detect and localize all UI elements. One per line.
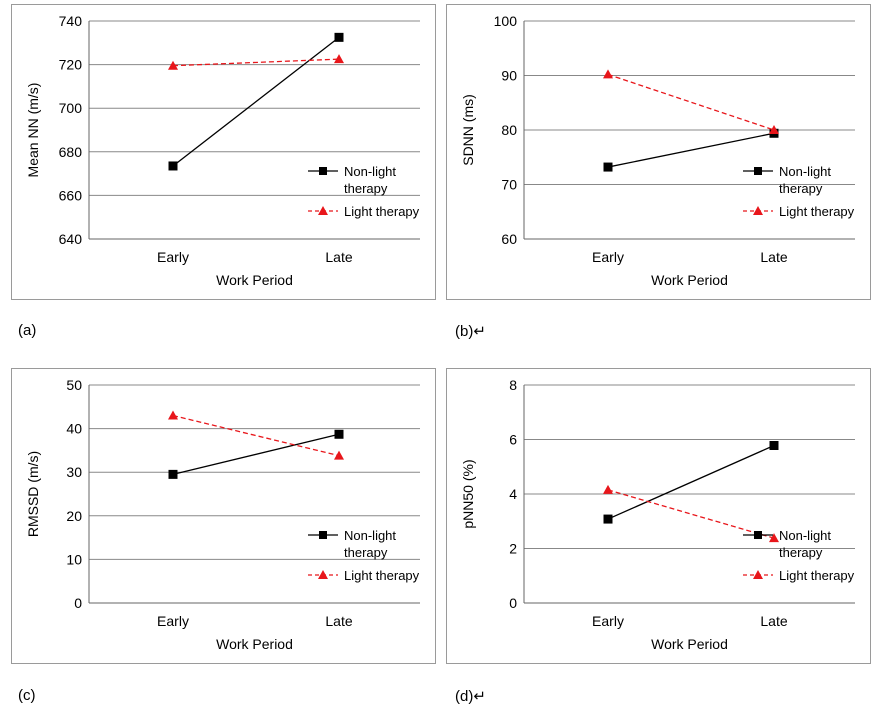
chart-panel-a: 640 660 680 700 720 740 Early Late Work Period Me… [11, 4, 436, 300]
data-point-triangle [603, 484, 613, 494]
legend-marker-square [319, 167, 327, 175]
y-tick-label: 4 [509, 486, 517, 502]
y-tick-label: 8 [509, 377, 517, 393]
x-tick-label: Early [157, 613, 189, 629]
data-point-triangle [334, 450, 344, 460]
legend-label-light: Light therapy [344, 568, 420, 583]
data-point-square [168, 469, 178, 479]
x-tick-label: Early [592, 249, 624, 265]
legend-label-line: Non-light [344, 164, 396, 179]
x-tick-label: Early [157, 249, 189, 265]
chart-panel-c: 0 10 20 30 40 50 Early Late Work Period RMSSD (m/… [11, 368, 436, 664]
y-tick-label: 0 [74, 595, 82, 611]
y-tick-label: 680 [59, 144, 83, 160]
series-line [607, 444, 775, 520]
y-tick-label: 50 [66, 377, 82, 393]
legend-marker-square [754, 167, 762, 175]
series-line [607, 73, 775, 131]
data-point-square [334, 429, 344, 439]
legend-marker-triangle [753, 206, 763, 215]
legend-label-line: therapy [344, 181, 388, 196]
legend-label-line: therapy [344, 545, 388, 560]
data-point-triangle [769, 125, 779, 134]
y-tick-label: 10 [66, 551, 82, 567]
x-axis-title: Work Period [216, 636, 293, 652]
legend-label-non-light: Non-light therapy [344, 528, 396, 560]
y-tick-label: 100 [494, 13, 518, 29]
data-point-square [603, 162, 613, 172]
x-axis-title: Work Period [216, 272, 293, 288]
x-tick-label: Late [325, 613, 352, 629]
panel-label-c: (c) [18, 687, 36, 704]
series-line [172, 58, 340, 67]
y-tick-label: 30 [66, 464, 82, 480]
data-point-square [168, 161, 178, 171]
data-point-triangle [603, 69, 613, 79]
legend-label-line: Non-light [779, 528, 831, 543]
legend-marker-triangle [318, 206, 328, 215]
chart-panel-b: 60 70 80 90 100 Early Late Work Period SDNN (ms)… [446, 4, 871, 300]
legend-label-line: Non-light [779, 164, 831, 179]
data-point-triangle [168, 60, 178, 70]
y-tick-label: 2 [509, 541, 517, 557]
y-tick-label: 20 [66, 508, 82, 524]
chart-d: 0 2 4 6 8 Early Late Work Period pNN50 (%) Non-li… [460, 377, 855, 652]
x-tick-label: Late [325, 249, 352, 265]
legend-label-light: Light therapy [779, 568, 855, 583]
data-point-square [769, 440, 779, 450]
legend-marker-square [754, 531, 762, 539]
y-tick-label: 6 [509, 432, 517, 448]
data-point-square [603, 514, 613, 524]
y-tick-label: 640 [59, 231, 83, 247]
data-point-square [334, 32, 344, 42]
legend-marker-triangle [753, 570, 763, 579]
chart-c: 0 10 20 30 40 50 Early Late Work Period RMSSD (m/… [25, 377, 420, 652]
series-line [607, 489, 775, 539]
y-tick-label: 70 [501, 177, 517, 193]
panel-label-d: (d)↵ [455, 688, 486, 705]
y-axis-title: Mean NN (m/s) [25, 83, 41, 178]
x-tick-label: Late [760, 613, 787, 629]
x-tick-label: Early [592, 613, 624, 629]
chart-panel-d: 0 2 4 6 8 Early Late Work Period pNN50 (%) Non-li… [446, 368, 871, 664]
x-tick-label: Late [760, 249, 787, 265]
y-tick-label: 660 [59, 187, 83, 203]
series-line [607, 132, 775, 168]
y-tick-label: 80 [501, 122, 517, 138]
legend-label-light: Light therapy [779, 204, 855, 219]
legend-label-light: Light therapy [344, 204, 420, 219]
y-axis-title: SDNN (ms) [460, 94, 476, 166]
y-axis-title: RMSSD (m/s) [25, 451, 41, 537]
series-line [172, 36, 340, 167]
y-tick-label: 740 [59, 13, 83, 29]
y-tick-label: 0 [509, 595, 517, 611]
x-axis-title: Work Period [651, 272, 728, 288]
legend-label-line: Non-light [344, 528, 396, 543]
series-line [172, 414, 340, 457]
data-point-triangle [168, 410, 178, 420]
legend-label-non-light: Non-light therapy [779, 164, 831, 196]
chart-a: 640 660 680 700 720 740 Early Late Work Period Me… [25, 13, 420, 288]
legend-label-line: therapy [779, 545, 823, 560]
y-tick-label: 60 [501, 231, 517, 247]
legend-label-non-light: Non-light therapy [779, 528, 831, 560]
panel-label-a: (a) [18, 322, 37, 339]
data-point-triangle [334, 54, 344, 64]
legend-label-non-light: Non-light therapy [344, 164, 396, 196]
panel-label-b: (b)↵ [455, 323, 486, 340]
legend-marker-square [319, 531, 327, 539]
series-line [172, 433, 340, 476]
y-tick-label: 720 [59, 57, 83, 73]
y-tick-label: 40 [66, 421, 82, 437]
legend-label-line: therapy [779, 181, 823, 196]
chart-b: 60 70 80 90 100 Early Late Work Period SDNN (ms)… [460, 13, 855, 288]
y-axis-title: pNN50 (%) [460, 459, 476, 528]
x-axis-title: Work Period [651, 636, 728, 652]
data-point-triangle [769, 533, 779, 543]
y-tick-label: 90 [501, 68, 517, 84]
y-tick-label: 700 [59, 100, 83, 116]
legend-marker-triangle [318, 570, 328, 579]
